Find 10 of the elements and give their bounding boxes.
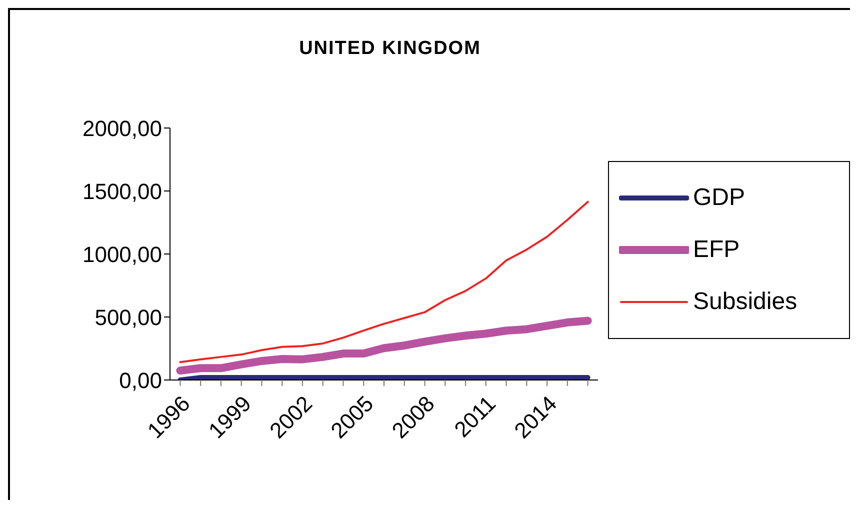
- chart-title: UNITED KINGDOM: [298, 38, 482, 60]
- legend-label: GDP: [693, 184, 746, 212]
- legend-label: Subsidies: [693, 288, 798, 316]
- y-tick-label: 1000,00: [82, 242, 162, 267]
- y-tick-label: 500,00: [94, 304, 162, 330]
- line-series: [179, 200, 589, 364]
- y-tick-label: 1500,00: [82, 178, 162, 204]
- y-tick-label: 2000,00: [82, 116, 162, 141]
- legend-label: EFP: [693, 236, 740, 264]
- y-tick-label: 0,00: [119, 368, 162, 393]
